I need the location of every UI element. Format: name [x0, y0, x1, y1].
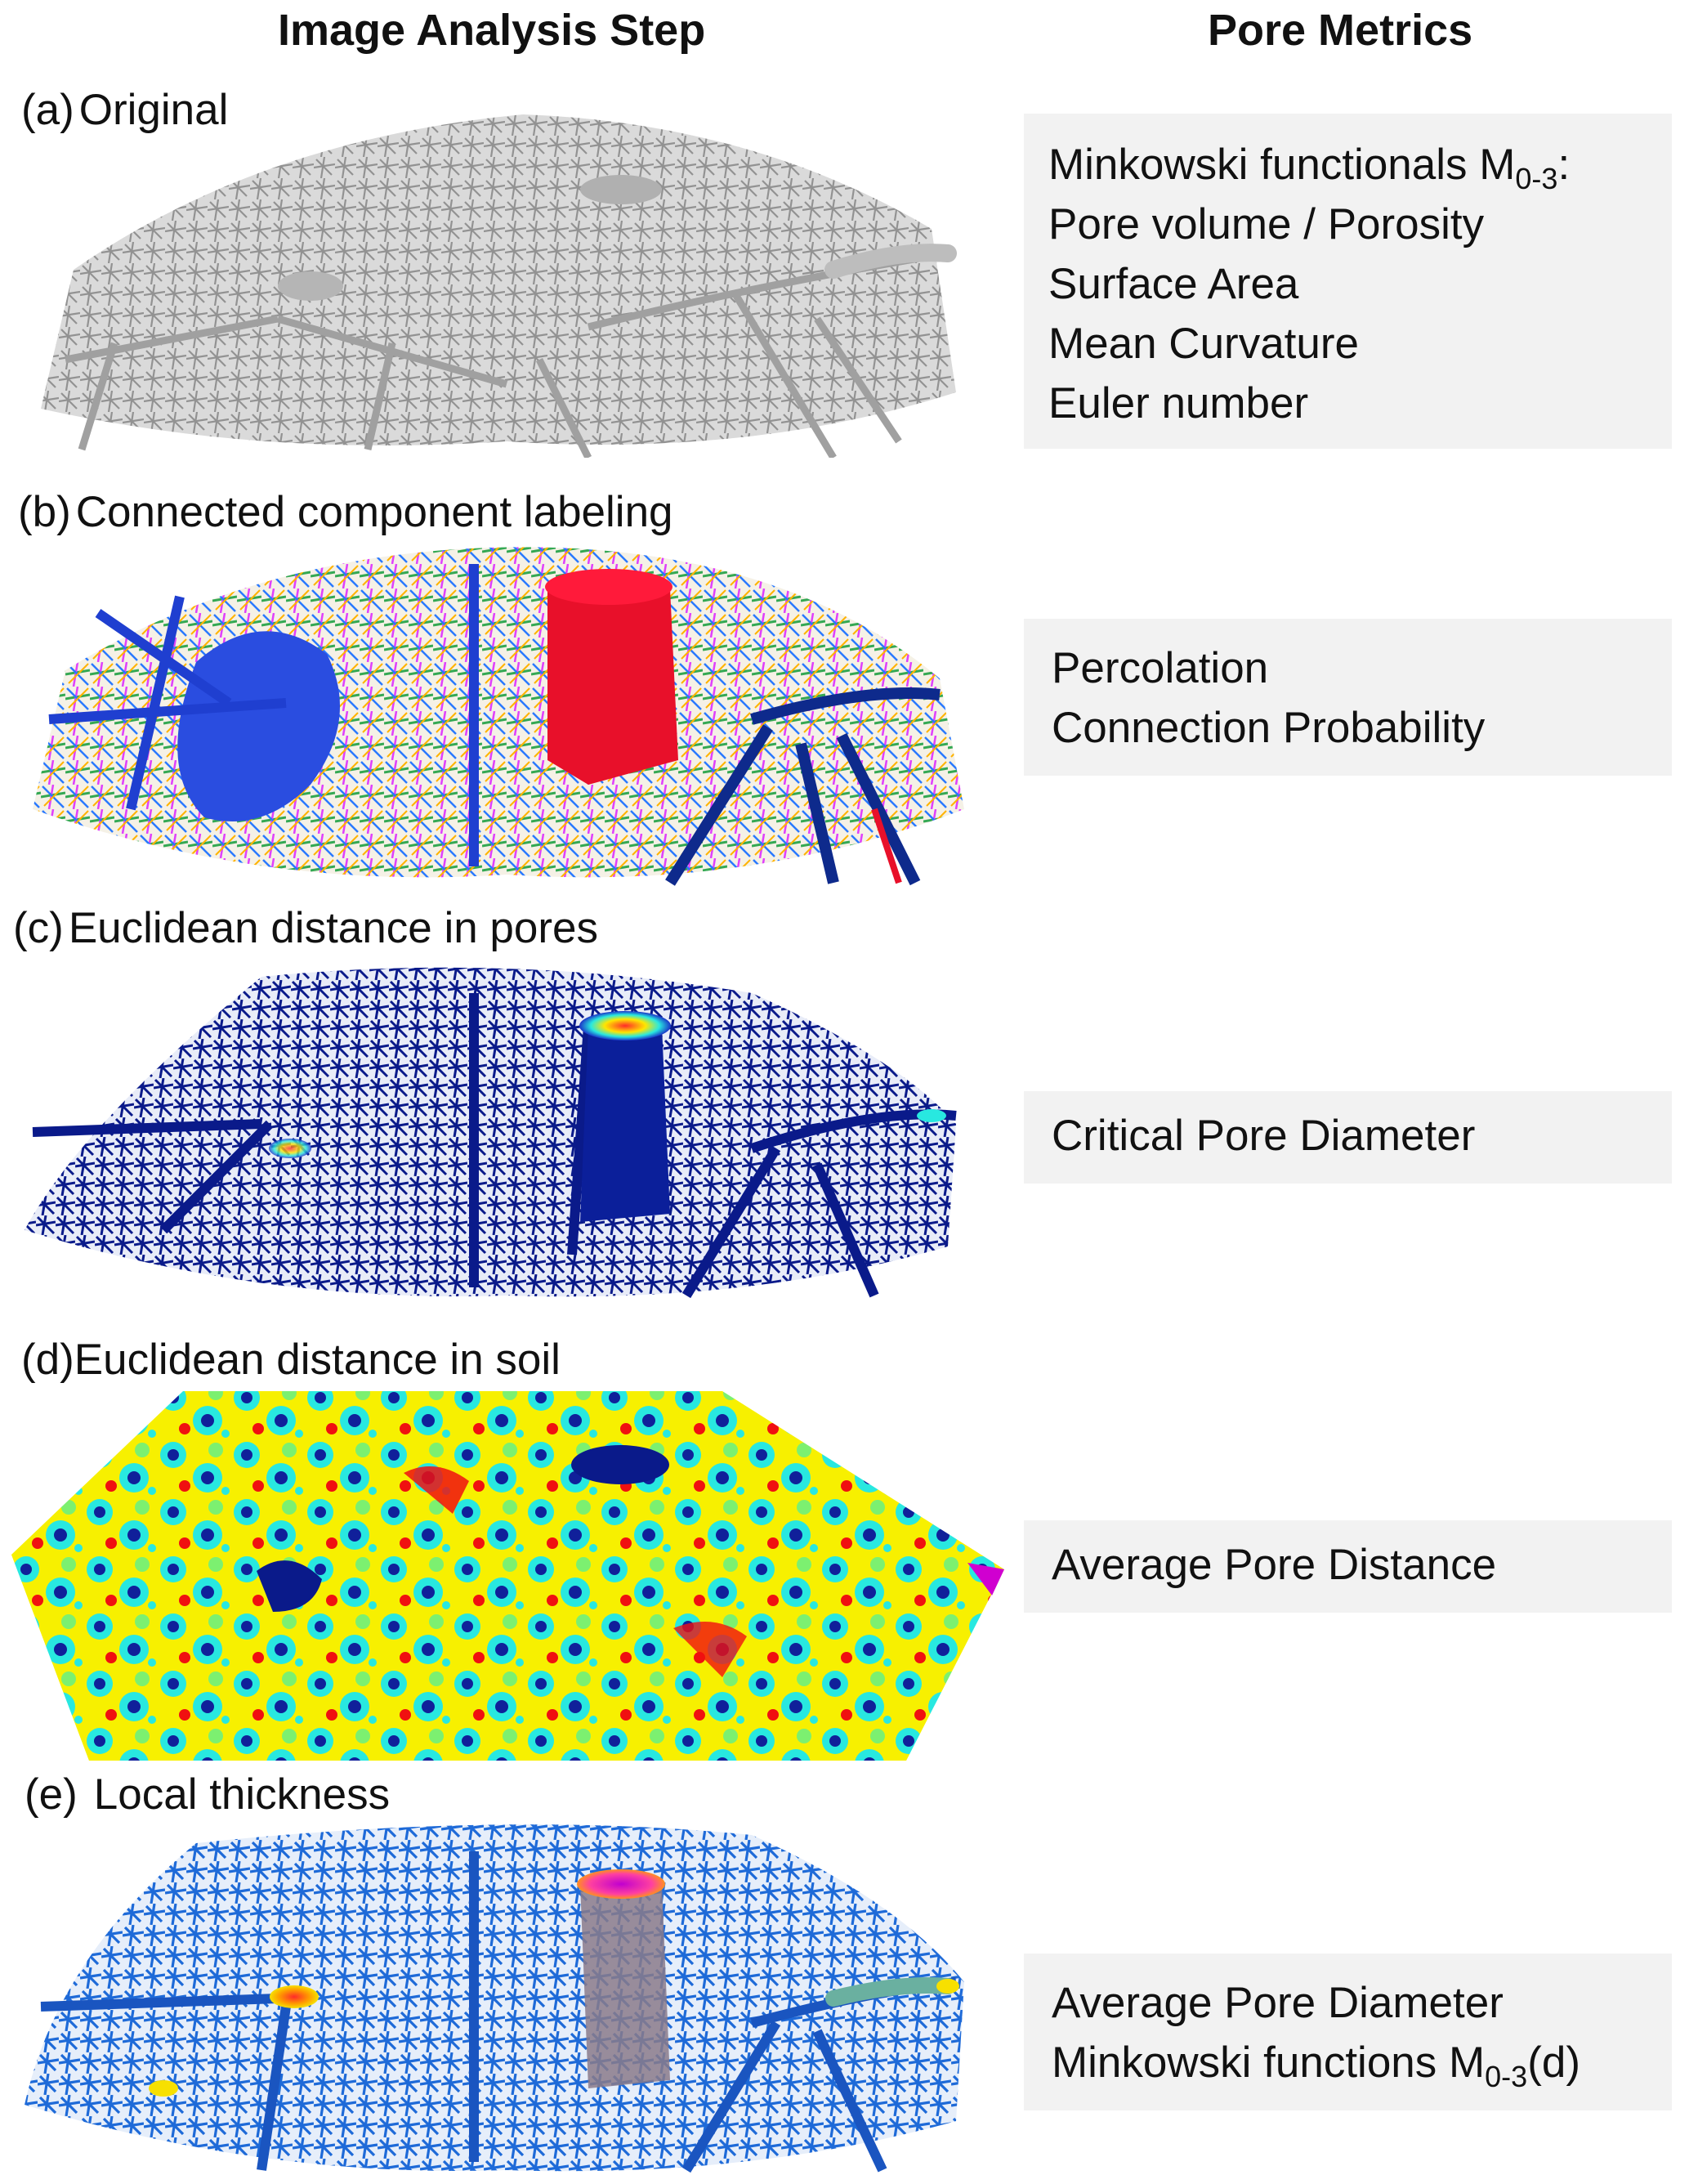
metric-box-critical-pore-diameter: Critical Pore Diameter	[1024, 1091, 1672, 1184]
step-b-tag: (b)	[18, 488, 71, 536]
metric-average-pore-diameter: Average Pore Diameter	[1052, 1979, 1504, 2027]
local-thickness-image	[25, 1824, 964, 2173]
metric-surface-area: Surface Area	[1048, 260, 1299, 308]
step-d-title: Euclidean distance in soil	[74, 1336, 561, 1384]
right-column-header: Pore Metrics	[1208, 6, 1473, 55]
step-d-tag: (d)	[21, 1336, 74, 1384]
metric-minkowski-functions-d: Minkowski functions M0-3(d)	[1052, 2039, 1580, 2093]
step-b-label: (b) Connected component labeling	[18, 487, 673, 537]
step-c-tag: (c)	[13, 904, 64, 952]
original-pore-network-image	[41, 114, 957, 458]
step-b-title: Connected component labeling	[75, 488, 673, 536]
metric-pore-volume: Pore volume / Porosity	[1048, 200, 1485, 248]
step-e-label: (e) Local thickness	[25, 1770, 390, 1819]
metric-box-average-pore-distance: Average Pore Distance	[1024, 1520, 1672, 1613]
metric-percolation: Percolation	[1052, 644, 1269, 692]
left-column-header: Image Analysis Step	[278, 6, 706, 55]
euclidean-distance-pores-image	[25, 967, 957, 1299]
step-a-title: Original	[78, 86, 229, 134]
step-e-title: Local thickness	[93, 1770, 391, 1819]
metric-euler-number: Euler number	[1048, 379, 1309, 427]
metric-critical-pore-diameter: Critical Pore Diameter	[1052, 1112, 1476, 1160]
step-a-tag: (a)	[21, 86, 74, 134]
metric-mean-curvature: Mean Curvature	[1048, 320, 1360, 368]
metric-box-average-pore-diameter: Average Pore Diameter Minkowski function…	[1024, 1954, 1672, 2110]
step-d-label: (d)Euclidean distance in soil	[21, 1335, 561, 1385]
metric-average-pore-distance: Average Pore Distance	[1052, 1541, 1497, 1589]
step-c-title: Euclidean distance in pores	[68, 904, 599, 952]
metric-minkowski-functionals: Minkowski functionals M0-3:	[1048, 141, 1571, 195]
step-a-label: (a) Original	[21, 85, 228, 135]
metric-box-percolation: Percolation Connection Probability	[1024, 619, 1672, 776]
connected-component-labeling-image	[33, 547, 964, 886]
euclidean-distance-soil-heatmap-image	[11, 1391, 1004, 1761]
metric-connection-probability: Connection Probability	[1052, 704, 1486, 752]
metric-box-minkowski: Minkowski functionals M0-3: Pore volume …	[1024, 114, 1672, 449]
step-c-label: (c) Euclidean distance in pores	[13, 903, 598, 953]
step-e-tag: (e)	[25, 1770, 78, 1819]
